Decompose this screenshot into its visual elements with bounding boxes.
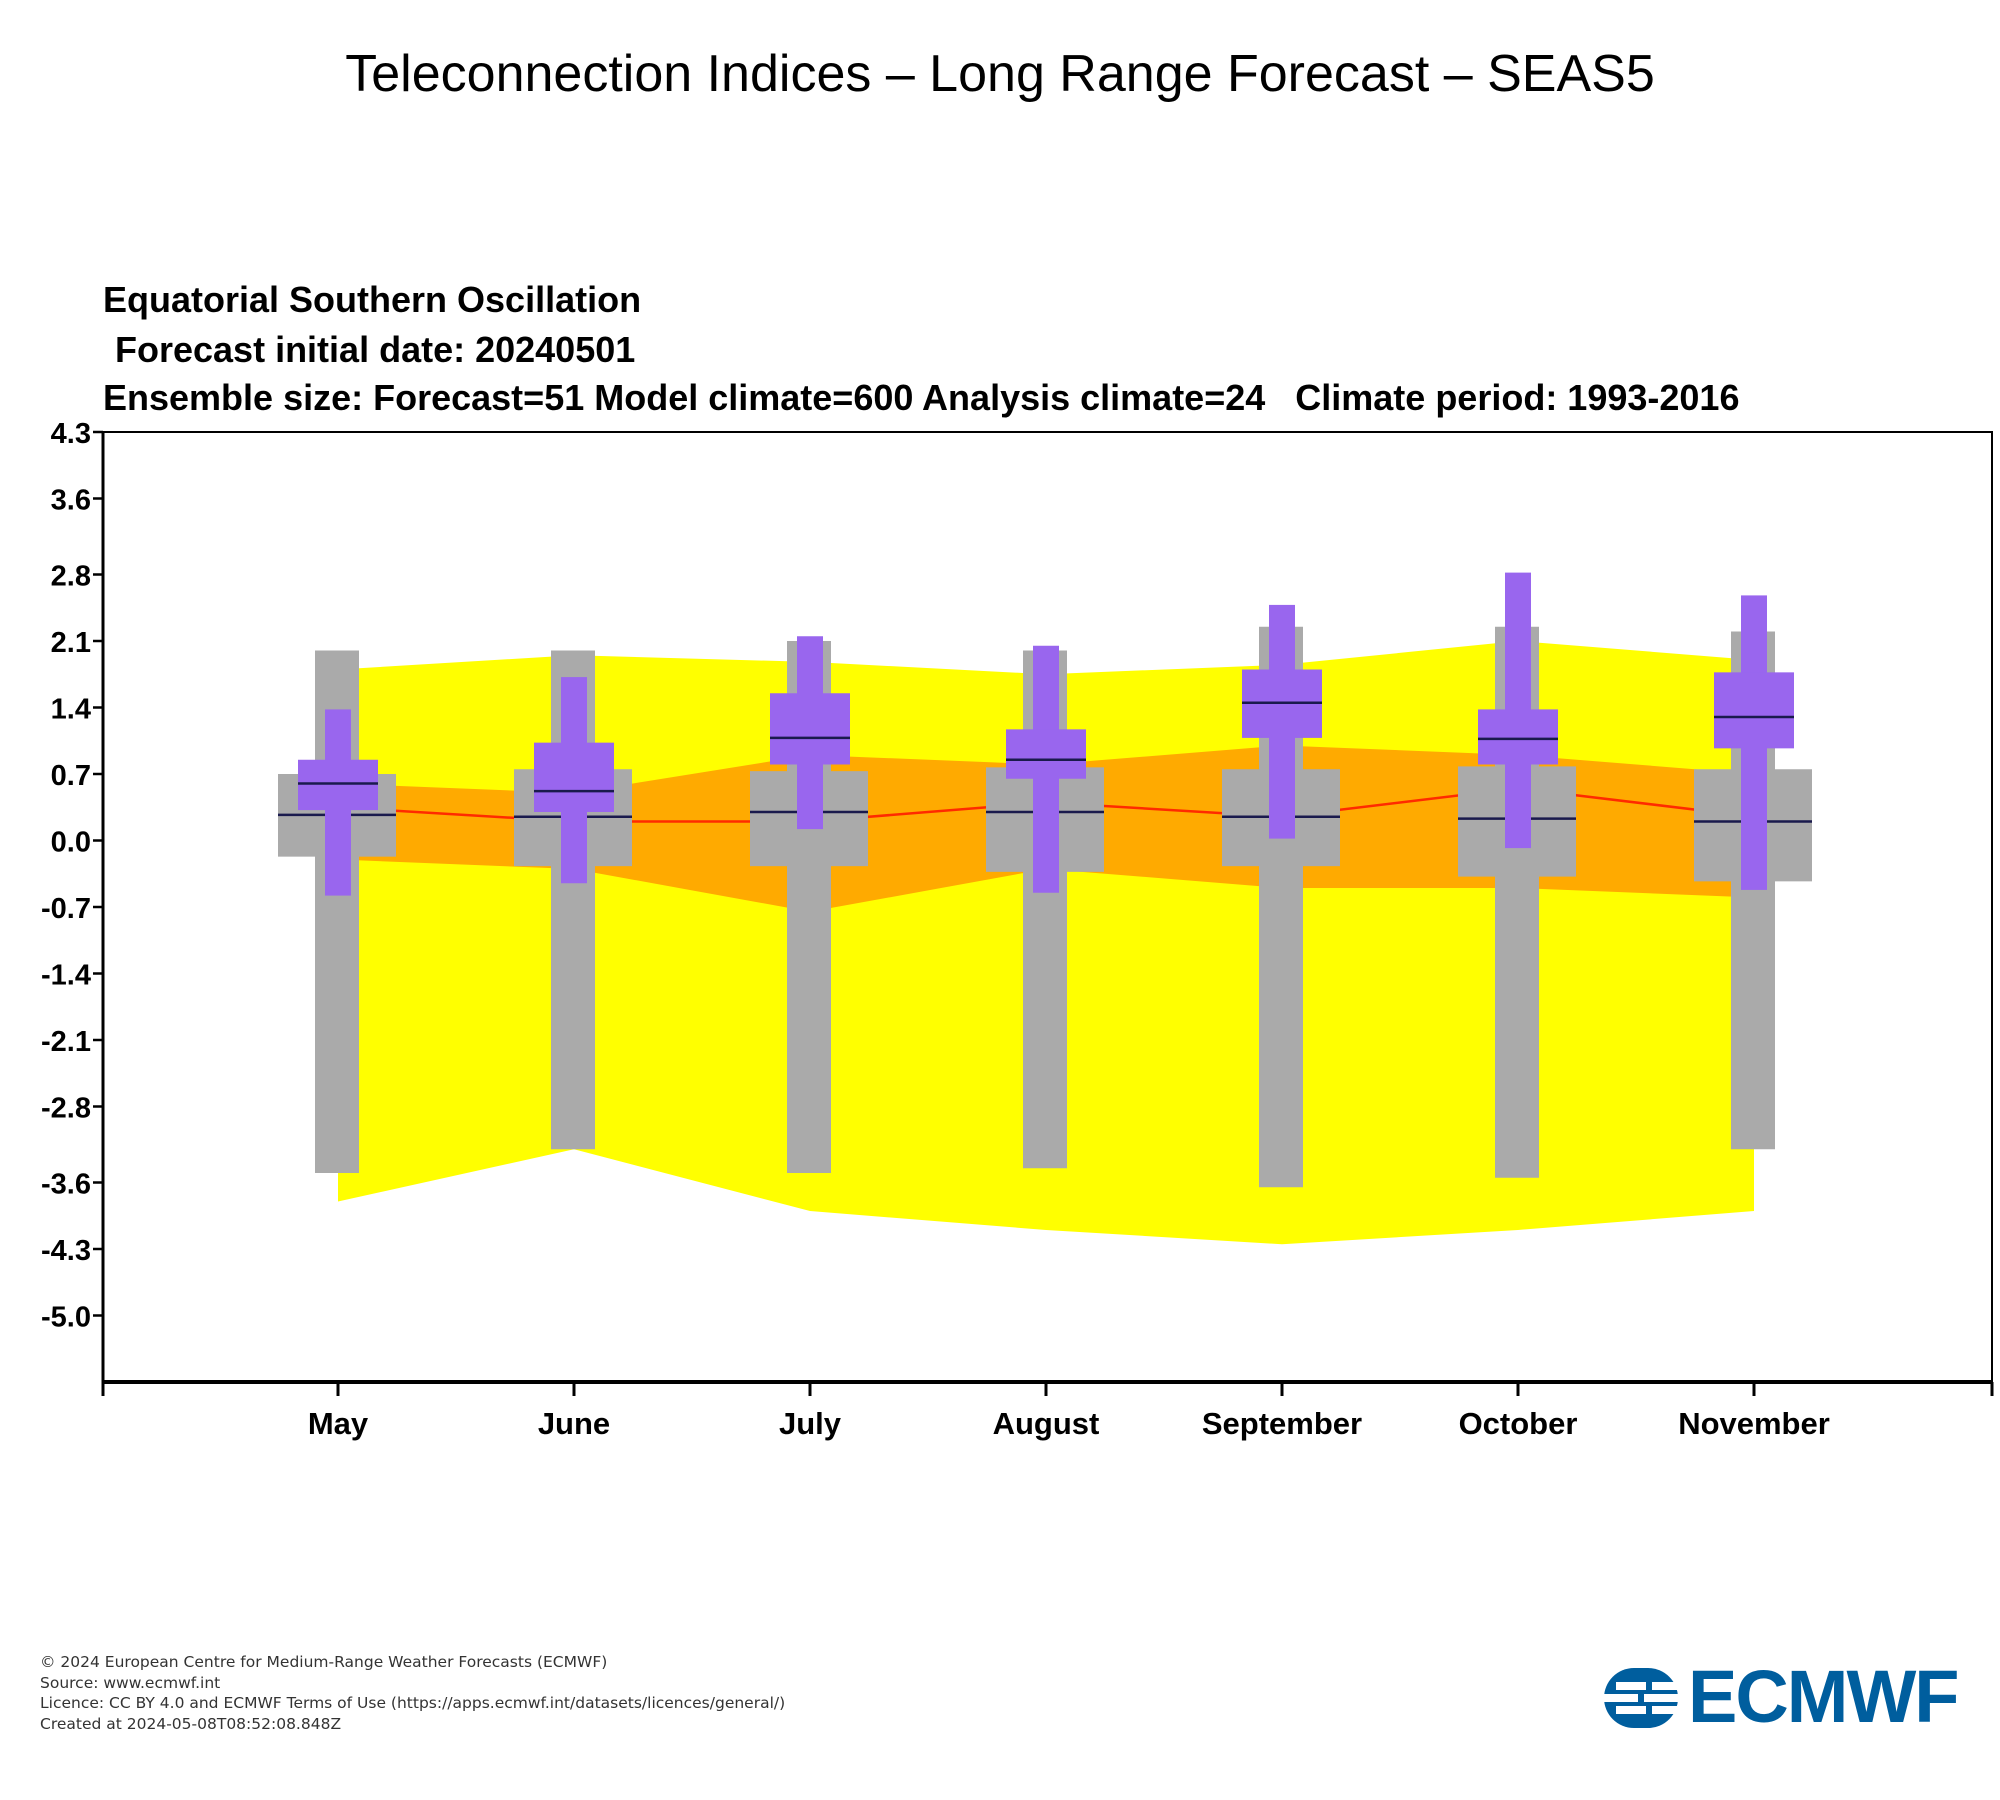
chart-title-block: Equatorial Southern Oscillation Forecast… (103, 279, 1739, 418)
y-tick-label: 0.7 (51, 760, 91, 792)
y-tick-label: -5.0 (41, 1302, 91, 1334)
chart-title-line-2: Forecast initial date: 20240501 (115, 329, 635, 370)
y-tick-label: -1.4 (41, 960, 91, 992)
y-tick-label: -0.7 (41, 893, 91, 925)
forecast-box (534, 742, 614, 812)
y-tick-label: -3.6 (41, 1169, 91, 1201)
ecmwf-logo: ECMWF (1596, 1655, 1976, 1738)
y-tick-label: 4.3 (51, 418, 91, 450)
forecast-box (1714, 672, 1794, 749)
axes: 4.3 3.6 2.8 2.1 1.4 0.7 0.0 -0.7 -1.4 -2.1 -2.8 -3.… (41, 418, 1994, 1441)
y-tick-label: 3.6 (51, 485, 91, 517)
x-tick-label: May (308, 1406, 369, 1441)
y-tick-label: 2.8 (51, 561, 91, 593)
y-tick-label: 2.1 (51, 627, 91, 659)
y-tick-label: -4.3 (41, 1235, 91, 1267)
x-tick-label: June (538, 1406, 610, 1441)
plot-area (278, 572, 1812, 1245)
footer-credits: © 2024 European Centre for Medium-Range … (40, 1652, 785, 1734)
footer-licence: Licence: CC BY 4.0 and ECMWF Terms of Us… (40, 1694, 786, 1712)
x-tick-label: October (1459, 1406, 1578, 1441)
forecast-box (298, 759, 378, 811)
y-tick-label: -2.8 (41, 1093, 91, 1125)
forecast-box (770, 693, 850, 765)
chart-title-line-1: Equatorial Southern Oscillation (103, 279, 641, 320)
chart-title-line-3: Ensemble size: Forecast=51 Model climate… (103, 377, 1739, 418)
x-tick-label: July (779, 1406, 842, 1441)
ecmwf-logo-icon (1596, 1668, 1686, 1728)
y-tick-label: -2.1 (41, 1026, 91, 1058)
forecast-box (1478, 709, 1558, 765)
page-title: Teleconnection Indices – Long Range Fore… (345, 45, 1655, 103)
x-tick-label: September (1202, 1406, 1362, 1441)
y-tick-label: 0.0 (51, 827, 91, 859)
footer-source: Source: www.ecmwf.int (40, 1673, 221, 1692)
x-tick-label: November (1678, 1406, 1830, 1441)
footer-copyright: © 2024 European Centre for Medium-Range … (40, 1653, 608, 1671)
footer-created: Created at 2024-05-08T08:52:08.848Z (40, 1714, 342, 1733)
x-tick-label: August (993, 1406, 1100, 1441)
y-tick-label: 1.4 (51, 694, 91, 726)
ecmwf-logo-text: ECMWF (1688, 1655, 1959, 1738)
forecast-box (1006, 729, 1086, 779)
